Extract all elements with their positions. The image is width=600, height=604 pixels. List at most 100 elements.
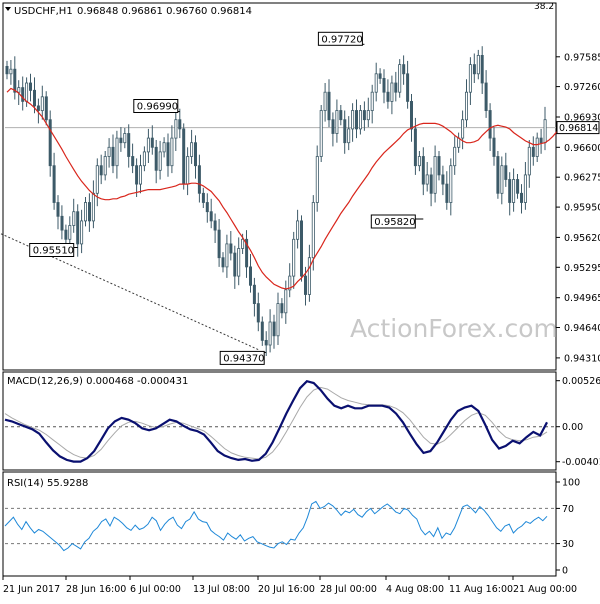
candle-body	[323, 91, 327, 111]
annotation-box	[133, 99, 179, 113]
candle-body	[433, 156, 437, 194]
candle-body	[406, 73, 410, 102]
candle-body	[516, 179, 520, 194]
candle-body	[492, 137, 496, 157]
rsi-label: RSI(14) 55.9288	[7, 478, 88, 489]
candle-body	[241, 238, 245, 249]
candle-body	[461, 119, 465, 139]
candle-body	[217, 229, 221, 259]
candle-body	[52, 165, 56, 203]
x-tick-label: 21 Aug 00:00	[513, 584, 577, 595]
candle-body	[13, 68, 17, 93]
candle-body	[166, 142, 170, 167]
support-trendline	[0, 233, 259, 351]
price-panel-frame	[2, 2, 557, 371]
current-price-box	[556, 121, 600, 135]
price-ytick-label: 0.96600	[564, 143, 600, 154]
candle-body	[111, 146, 115, 167]
candle-body	[233, 252, 237, 277]
x-tick-label: 11 Aug 16:00	[449, 584, 513, 595]
candle-body	[84, 202, 88, 222]
candle-body	[201, 192, 205, 203]
candle-body	[80, 220, 84, 245]
candle-body	[311, 202, 315, 259]
candle-body	[48, 119, 52, 167]
candle-body	[449, 165, 453, 203]
candle-body	[512, 179, 516, 203]
candle-body	[131, 156, 135, 167]
price-ytick-label: 0.97260	[564, 82, 600, 93]
candle-body	[9, 68, 13, 75]
rsi-ytick-label: 100	[562, 478, 580, 489]
price-ytick-label: 0.95950	[564, 203, 600, 214]
candle-body	[72, 211, 76, 226]
candle-body	[135, 165, 139, 185]
candle-body	[158, 151, 162, 171]
candle-body	[362, 110, 366, 121]
candle-body	[374, 73, 378, 93]
watermark: ActionForex.com	[350, 314, 558, 343]
candle-body	[154, 146, 158, 171]
candle-body	[170, 137, 174, 167]
candle-body	[457, 137, 461, 148]
candle-body	[284, 289, 288, 314]
candle-body	[178, 119, 182, 130]
candle-body	[351, 110, 355, 130]
candle-body	[366, 110, 370, 121]
macd-ytick-label: 0.00	[562, 422, 583, 433]
macd-line	[4, 379, 548, 463]
candle-body	[417, 156, 421, 167]
candle-body	[292, 238, 296, 277]
candle-body	[339, 110, 343, 121]
candle-body	[280, 303, 284, 314]
price-ytick-label: 0.95620	[564, 233, 600, 244]
candle-body	[88, 202, 92, 222]
candle-body	[437, 156, 441, 176]
candle-body	[413, 128, 417, 167]
price-ytick-label: 0.95295	[564, 263, 600, 274]
candle-body	[146, 137, 150, 153]
candle-body	[56, 202, 60, 217]
candle-body	[508, 179, 512, 203]
candle-body	[64, 229, 68, 240]
candle-body	[103, 156, 107, 176]
candle-body	[421, 156, 425, 185]
candle-body	[402, 64, 406, 75]
candle-body	[248, 266, 252, 286]
macd-panel-frame	[2, 371, 557, 471]
candle-body	[386, 91, 390, 102]
price-layer: 0.97720 0.96990 0.95510 0.95820 0.94370	[0, 31, 562, 365]
rsi-line	[4, 500, 548, 552]
candle-body	[40, 96, 44, 112]
candle-body	[21, 87, 25, 102]
candle-body	[119, 137, 123, 144]
rsi-ytick-label: 70	[562, 504, 574, 515]
candle-body	[390, 82, 394, 102]
candle-body	[127, 133, 131, 157]
candle-body	[213, 220, 217, 231]
candle-body	[370, 91, 374, 111]
price-ytick-label: 0.94310	[564, 353, 600, 364]
annotation-box	[317, 31, 363, 46]
candle-body	[520, 192, 524, 203]
candle-body	[429, 174, 433, 194]
candle-body	[441, 174, 445, 185]
moving-average-line	[6, 87, 562, 290]
candle-body	[182, 128, 186, 185]
candle-body	[209, 211, 213, 222]
candle-body	[504, 165, 508, 180]
candle-body	[264, 339, 268, 346]
price-ytick-label: 0.94965	[564, 293, 600, 304]
candle-body	[174, 119, 178, 139]
candle-body	[107, 146, 111, 157]
annotation-label: 0.95820	[374, 217, 415, 228]
candle-body	[378, 73, 382, 79]
candle-body	[260, 321, 264, 341]
candle-body	[252, 284, 256, 305]
candle-body	[95, 165, 99, 194]
x-tick-label: 28 Jul 00:00	[320, 584, 377, 595]
candle-body	[193, 142, 197, 167]
candle-body	[33, 89, 37, 107]
